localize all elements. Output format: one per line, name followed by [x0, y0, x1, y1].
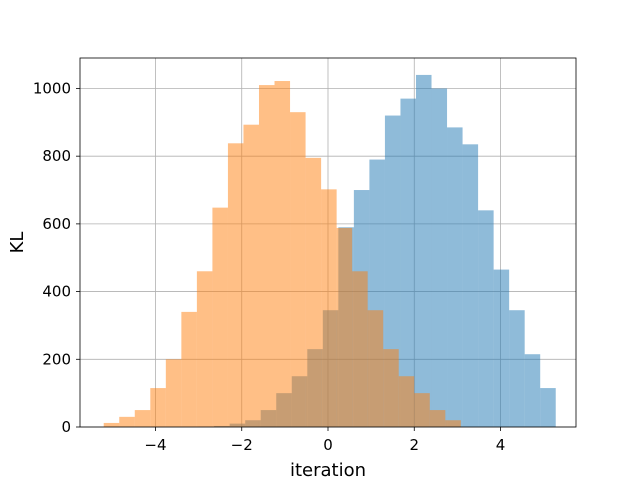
histogram-bar [415, 74, 432, 427]
histogram-bar [398, 376, 415, 427]
histogram-bar [478, 210, 494, 427]
histogram-bar [243, 124, 259, 427]
x-tick-label: −2 [231, 436, 253, 454]
histogram-bar [540, 388, 556, 427]
histogram-bars [103, 74, 556, 428]
histogram-bar [429, 410, 446, 427]
y-tick-label: 1000 [33, 79, 71, 97]
histogram-bar [367, 310, 384, 427]
y-tick-label: 0 [61, 418, 71, 436]
histogram-bar [212, 207, 228, 427]
histogram-bar [227, 143, 244, 427]
histogram-bar [274, 81, 291, 428]
histogram-bar [414, 393, 430, 427]
y-tick-label: 200 [42, 350, 71, 368]
y-tick-label: 400 [42, 283, 71, 301]
histogram-bar [165, 359, 182, 427]
x-tick-label: 0 [323, 436, 333, 454]
histogram-bar [400, 98, 416, 428]
histogram-bar [103, 422, 120, 427]
y-tick-label: 800 [42, 147, 71, 165]
histogram-bar [336, 227, 353, 427]
histogram-series-2 [103, 81, 461, 428]
x-axis-label: iteration [290, 460, 366, 480]
histogram-bar [431, 88, 448, 427]
histogram-bar [447, 127, 463, 428]
histogram-bar [196, 271, 213, 427]
x-tick-label: 2 [409, 436, 419, 454]
histogram-bar [119, 416, 135, 427]
histogram-bar [462, 144, 479, 427]
histogram-bar [150, 388, 166, 427]
histogram-bar [509, 310, 525, 427]
histogram-bar [134, 410, 151, 427]
x-tick-label: 4 [496, 436, 506, 454]
histogram-bar [352, 271, 368, 427]
x-tick-label: −4 [144, 436, 166, 454]
y-axis-label: KL [7, 232, 28, 254]
histogram-bar [321, 189, 337, 427]
y-tick-label: 600 [42, 215, 71, 233]
histogram-bar [383, 349, 399, 427]
histogram-bar [305, 157, 322, 427]
histogram-bar [493, 269, 510, 427]
histogram-bar [181, 311, 197, 427]
histogram-bar [445, 420, 461, 427]
histogram-bar [524, 354, 541, 427]
axis-ticks: −4 −2 0 2 4 0 200 400 600 800 1000 [33, 79, 505, 454]
histogram-bar [290, 112, 306, 428]
histogram-bar [258, 85, 275, 427]
